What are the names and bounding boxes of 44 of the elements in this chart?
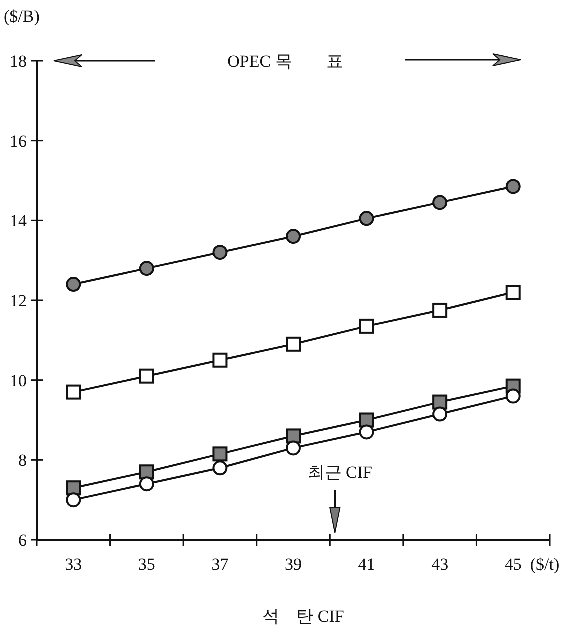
- point: [139, 476, 154, 492]
- point: [139, 464, 154, 480]
- x-tick-label: 39: [285, 555, 302, 574]
- y-tick-label: 8: [18, 451, 27, 470]
- point: [432, 406, 448, 422]
- point: [506, 388, 521, 404]
- y-tick-label: 6: [18, 531, 27, 550]
- point: [506, 285, 521, 300]
- point: [359, 211, 374, 226]
- point: [359, 318, 374, 334]
- y-tick-label: 16: [10, 132, 27, 151]
- y-tick-label: 10: [10, 371, 27, 390]
- x-tick-label: 41: [358, 555, 376, 574]
- y-axis-title: ($/B): [4, 7, 40, 26]
- point: [66, 492, 82, 508]
- x-tick-label: 37: [212, 555, 230, 574]
- y-tick-label: 14: [10, 212, 28, 231]
- x-tick-label: 43: [432, 555, 449, 574]
- point: [506, 179, 521, 194]
- x-axis-title: 석 탄 CIF: [262, 607, 344, 626]
- point: [212, 446, 228, 462]
- annotation: OPEC 목 표: [228, 52, 344, 71]
- point: [66, 384, 82, 400]
- point: [212, 460, 228, 476]
- point: [139, 368, 154, 384]
- point: [212, 245, 228, 260]
- point: [432, 302, 448, 318]
- y-tick-label: 12: [10, 292, 27, 310]
- point: [139, 261, 154, 276]
- point: [286, 428, 301, 444]
- x-tick-label: 35: [138, 555, 156, 574]
- point: [432, 195, 448, 210]
- x-tick-label: 33: [65, 555, 82, 574]
- annotation: 최근 CIF: [308, 463, 372, 482]
- point: [286, 229, 301, 244]
- point: [66, 480, 82, 496]
- text: ($/t): [530, 555, 560, 574]
- point: [359, 424, 374, 440]
- x-tick-label: 45: [504, 555, 522, 574]
- point: [286, 336, 301, 352]
- point: [286, 440, 301, 456]
- point: [212, 352, 228, 368]
- y-tick-label: 18: [10, 52, 27, 71]
- point: [66, 277, 82, 292]
